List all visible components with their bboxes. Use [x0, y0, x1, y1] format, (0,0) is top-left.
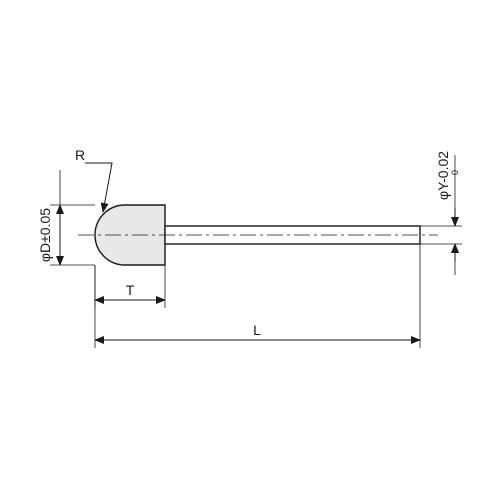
label-L: L	[253, 322, 261, 338]
technical-drawing: R φD±0.05 T L φY-0.02 0	[0, 0, 500, 500]
label-D: φD±0.05	[37, 208, 53, 262]
label-Y: φY-0.02	[435, 151, 451, 200]
label-T: T	[126, 282, 135, 298]
label-R: R	[75, 147, 85, 163]
label-Y-upper-tol: 0	[450, 170, 460, 175]
